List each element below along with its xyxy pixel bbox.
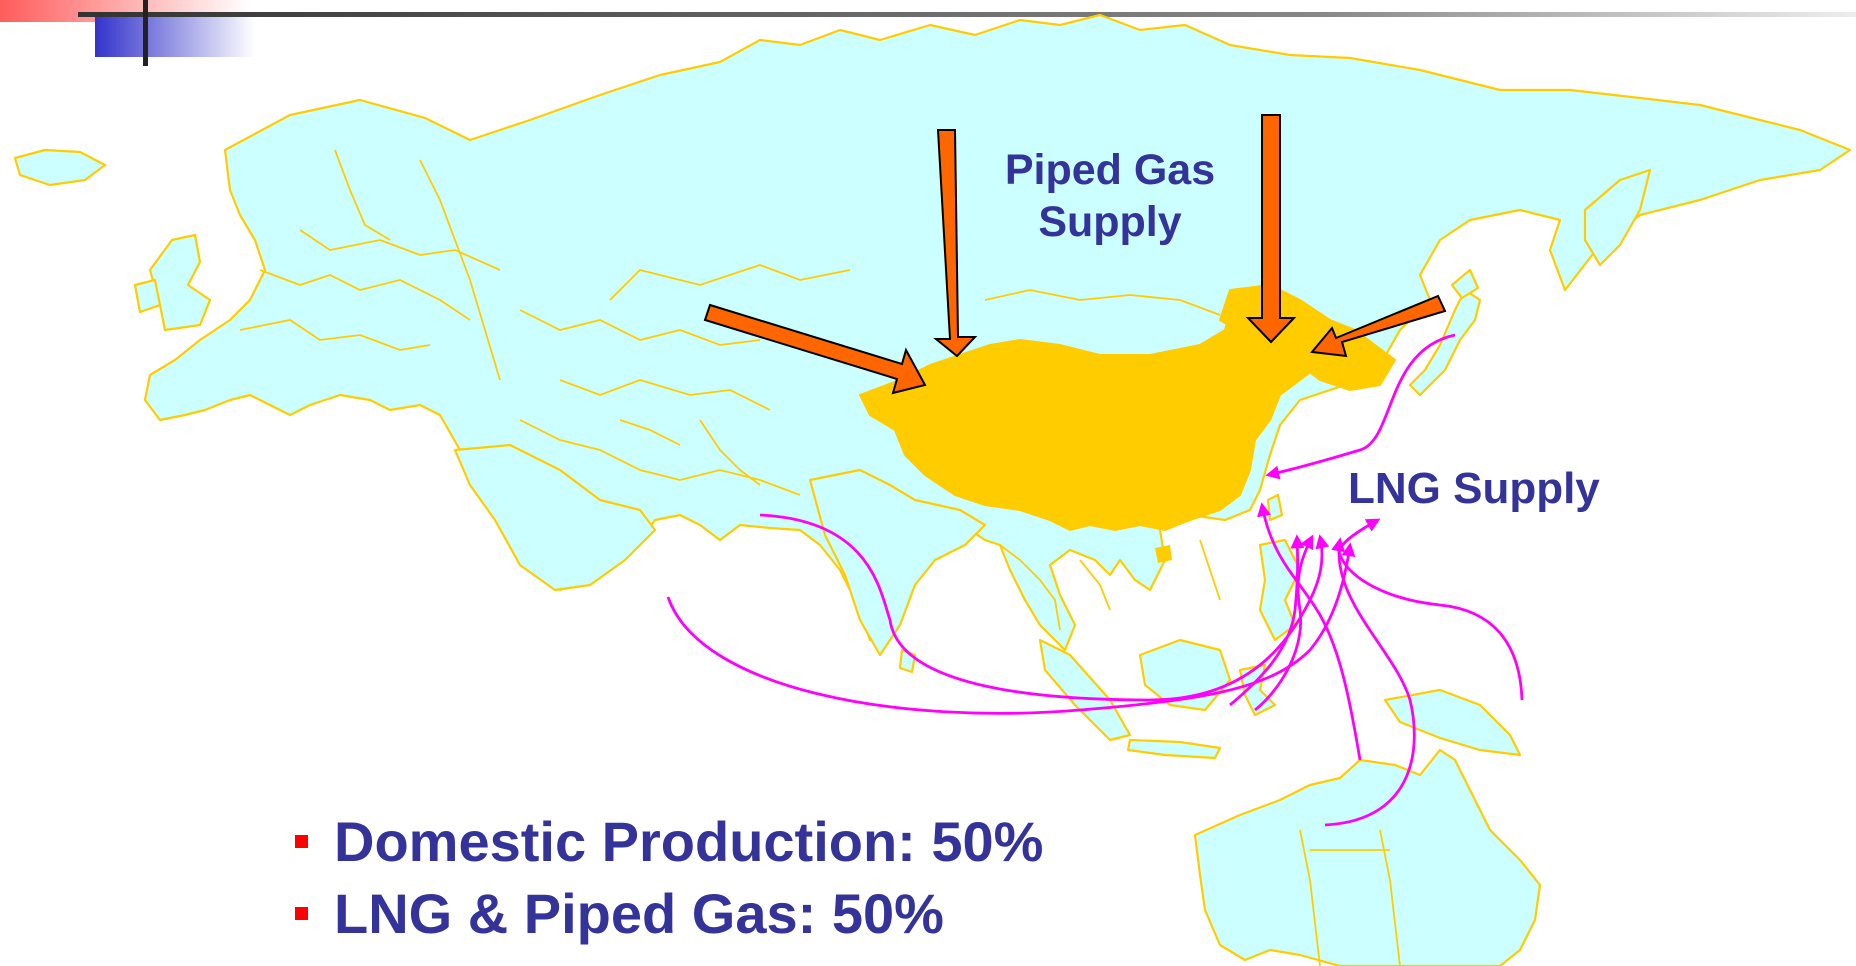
bullet-item: Domestic Production: 50% [295, 805, 1043, 877]
pipeline-arrow-russia-east [1245, 114, 1297, 344]
piped-gas-supply-text: Piped Gas Supply [1004, 146, 1216, 246]
china [858, 298, 1352, 532]
lng-route-japan [1265, 333, 1456, 480]
land-arabia [453, 443, 657, 592]
land-eurasia [143, 13, 1852, 652]
pipeline-arrow-central-asia [703, 303, 927, 395]
bullet-item: LNG & Piped Gas: 50% [295, 877, 1043, 949]
pipeline-arrows [703, 114, 1447, 395]
country-borders [239, 149, 1401, 966]
land-hokkaido [1450, 268, 1480, 300]
land-taiwan [1266, 493, 1284, 522]
land-sulawesi [1238, 663, 1277, 717]
land-kamchatka [1583, 168, 1652, 267]
land-newguinea [1383, 688, 1522, 757]
hainan [1155, 545, 1172, 563]
lng-route-australia-west [1257, 502, 1362, 761]
lng-route-indonesia [1229, 534, 1305, 707]
square-bullet-icon [295, 906, 308, 920]
land-masses [13, 13, 1852, 966]
land-britain [148, 233, 212, 332]
bullet-text: Domestic Production: 50% [334, 809, 1044, 873]
land-india [808, 468, 987, 657]
lng-routes [666, 333, 1524, 827]
lng-route-pacific [1338, 518, 1524, 701]
lng-supply-label: LNG Supply [1348, 464, 1600, 513]
pipeline-arrow-russia-west [933, 129, 978, 358]
square-bullet-icon [295, 834, 308, 848]
pipeline-arrow-far-east [1310, 294, 1447, 358]
slide-corner-decoration [0, 0, 1856, 66]
bullet-list: Domestic Production: 50% LNG & Piped Gas… [295, 805, 1043, 949]
land-australia [1193, 748, 1542, 966]
lng-route-malaysia [1254, 534, 1314, 712]
lng-route-australia-north [1324, 537, 1416, 827]
piped-gas-supply-label: Piped Gas Supply [965, 145, 1255, 248]
land-java [1126, 738, 1222, 760]
land-ireland [133, 278, 162, 314]
bullet-text: LNG & Piped Gas: 50% [334, 881, 944, 945]
land-iceland [13, 148, 107, 187]
land-sumatra [1038, 638, 1132, 742]
